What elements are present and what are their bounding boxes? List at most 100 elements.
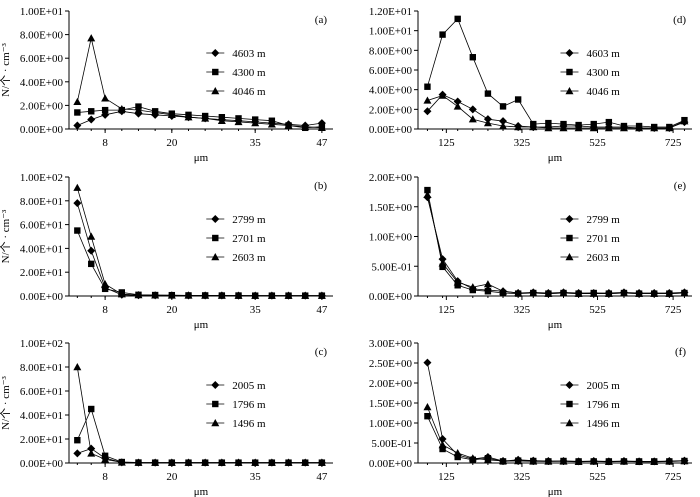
- data-point: [167, 458, 176, 466]
- data-point: [151, 108, 160, 116]
- data-point: [589, 124, 598, 132]
- legend-label: 1496 m: [232, 418, 266, 430]
- data-point: [234, 291, 243, 299]
- legend-marker: [211, 253, 220, 261]
- data-point: [284, 291, 293, 299]
- x-tick-label: 725: [665, 137, 682, 149]
- y-tick-label: 6.00E+00: [369, 65, 413, 77]
- data-point: [604, 457, 613, 465]
- data-point: [301, 122, 310, 130]
- data-point: [73, 97, 82, 106]
- legend-marker: [565, 381, 574, 389]
- y-tick-label: 2.00E+00: [20, 100, 64, 112]
- legend-label: 4300 m: [232, 67, 266, 79]
- legend-marker: [565, 253, 574, 261]
- data-point: [468, 454, 477, 462]
- data-point: [201, 458, 210, 466]
- legend-label: 4603 m: [586, 48, 620, 60]
- data-point: [424, 186, 431, 194]
- chart-panel-a: 0.00E+00 2.00E+00 4.00E+00 6.00E+00 8.00E+00…: [0, 6, 333, 164]
- data-point: [665, 289, 674, 297]
- y-tick-label: 2.00E+01: [20, 267, 63, 279]
- x-tick-label: 525: [589, 471, 606, 483]
- y-tick-label: 0.00E+00: [369, 458, 413, 470]
- x-tick-label: 35: [250, 471, 262, 483]
- x-tick-label: 47: [316, 137, 328, 149]
- series-line: [76, 230, 322, 297]
- data-point: [514, 289, 523, 297]
- data-point: [483, 280, 492, 288]
- legend-marker: [212, 234, 219, 242]
- data-point: [87, 444, 96, 453]
- y-tick-label: 2.00E+01: [20, 434, 63, 446]
- data-point: [134, 106, 143, 114]
- x-tick-label: 20: [166, 137, 178, 149]
- series-line: [427, 190, 685, 295]
- panel-label: (d): [673, 14, 686, 26]
- data-point: [201, 291, 210, 299]
- series-line: [427, 95, 685, 129]
- data-point: [499, 287, 508, 295]
- x-tick-label: 47: [316, 304, 328, 316]
- x-axis-label: μm: [548, 486, 563, 497]
- data-point: [499, 103, 507, 110]
- data-point: [544, 457, 553, 465]
- data-point: [499, 117, 508, 126]
- data-point: [267, 291, 276, 299]
- data-point: [514, 123, 523, 131]
- x-tick-label: 8: [102, 304, 108, 316]
- y-tick-label: 6.00E+01: [20, 220, 63, 232]
- panel-label: (c): [315, 346, 328, 358]
- data-point: [74, 109, 81, 116]
- y-tick-label: 2.00E+00: [369, 378, 413, 390]
- y-tick-label: 6.00E+01: [20, 386, 63, 398]
- data-point: [73, 183, 82, 191]
- x-tick-label: 525: [589, 304, 606, 316]
- x-tick-label: 325: [514, 137, 531, 149]
- y-tick-label: 5.00E-01: [371, 261, 412, 273]
- data-point: [680, 457, 689, 465]
- legend-marker: [211, 215, 220, 223]
- y-tick-label: 1.00E+02: [20, 172, 63, 184]
- series-line: [427, 194, 685, 295]
- y-tick-label: 2.00E+00: [369, 104, 413, 116]
- series-line: [76, 366, 322, 464]
- data-point: [74, 437, 81, 444]
- data-point: [438, 435, 447, 443]
- data-point: [88, 260, 95, 268]
- data-point: [529, 289, 538, 297]
- data-point: [665, 457, 674, 465]
- data-point: [217, 458, 226, 466]
- data-point: [424, 83, 431, 90]
- data-point: [604, 289, 613, 297]
- y-tick-label: 0.00E+00: [369, 124, 413, 136]
- data-point: [73, 199, 82, 208]
- panel-label: (e): [674, 180, 687, 192]
- data-point: [650, 457, 659, 465]
- chart-panel-d: 0.00E+00 2.00E+00 4.00E+00 6.00E+00 8.00E+00…: [369, 6, 692, 164]
- x-tick-label: 20: [166, 304, 178, 316]
- chart-panel-b: 0.00E+00 2.00E+01 4.00E+01 6.00E+01 8.00E+01…: [0, 172, 333, 331]
- data-point: [317, 123, 326, 132]
- data-point: [134, 291, 143, 299]
- series-line: [77, 448, 322, 464]
- data-point: [87, 449, 96, 457]
- data-point: [650, 124, 659, 132]
- data-point: [217, 116, 226, 124]
- x-axis-label: μm: [194, 319, 209, 331]
- y-tick-label: 0.00E+00: [20, 291, 64, 303]
- y-tick-label: 1.00E+00: [369, 418, 413, 430]
- data-point: [117, 458, 126, 466]
- data-point: [484, 90, 492, 97]
- legend-label: 2603 m: [232, 252, 266, 264]
- series-line: [427, 362, 685, 462]
- data-point: [559, 289, 568, 297]
- data-point: [438, 91, 447, 99]
- y-tick-label: 0.00E+00: [369, 291, 413, 303]
- data-point: [117, 290, 126, 298]
- legend-label: 1796 m: [232, 399, 266, 411]
- data-point: [514, 96, 522, 103]
- y-tick-label: 2.00E+00: [369, 172, 413, 184]
- legend-marker: [211, 419, 220, 427]
- data-point: [317, 291, 326, 299]
